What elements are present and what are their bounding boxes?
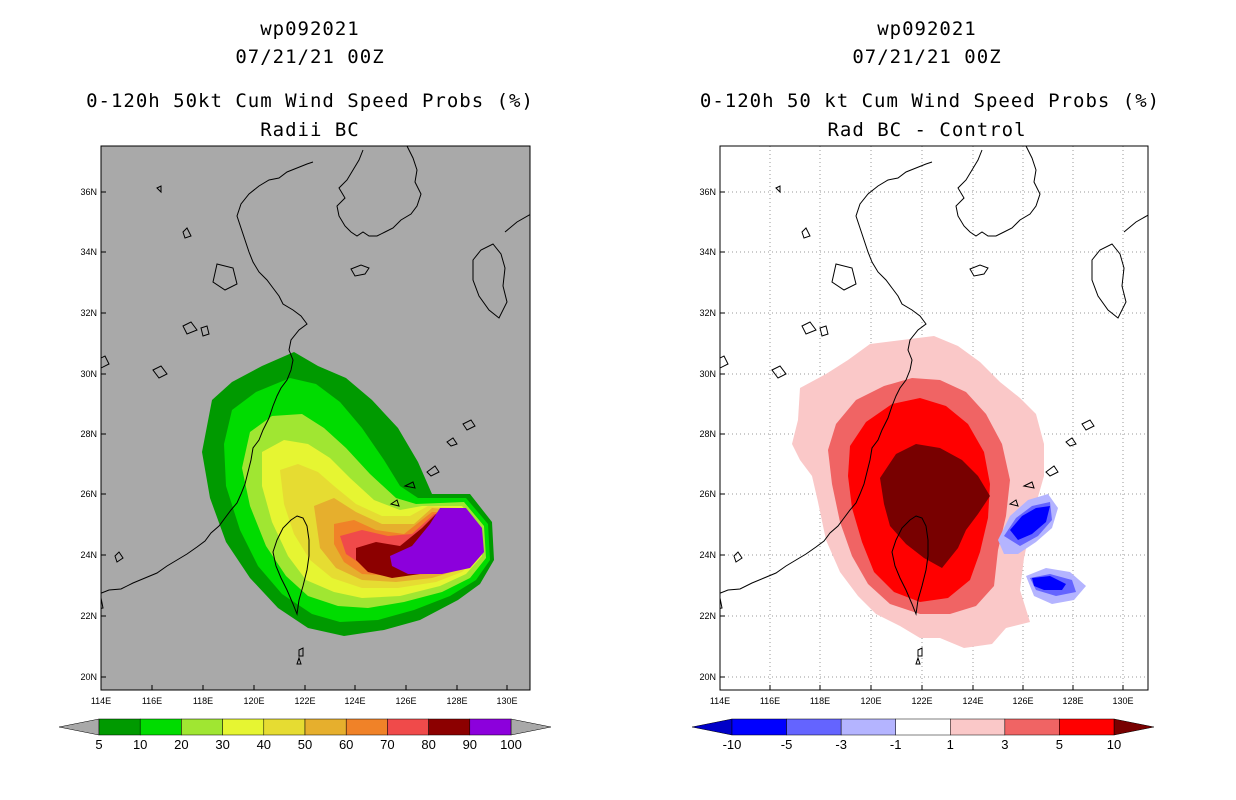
left-colorbar-label: 20 xyxy=(174,737,188,752)
right-lat-label: 28N xyxy=(699,429,716,439)
left-colorbar-swatch xyxy=(387,718,429,736)
right-lon-label: 128E xyxy=(1062,696,1083,706)
left-subtitle: Radii BC xyxy=(260,119,360,141)
left-lat-label: 34N xyxy=(80,247,97,257)
right-lat-label: 24N xyxy=(699,550,716,560)
right-colorbar-swatch xyxy=(1004,718,1060,736)
right-lon-label: 118E xyxy=(810,696,830,706)
left-lat-label: 30N xyxy=(80,369,97,379)
right-colorbar-min-arrow xyxy=(691,718,733,736)
left-colorbar-swatch xyxy=(181,718,223,736)
left-lon-label: 116E xyxy=(142,696,162,706)
left-lat-label: 26N xyxy=(80,489,97,499)
left-lat-label: 22N xyxy=(80,611,97,621)
right-lat-label: 30N xyxy=(699,369,716,379)
left-lat-label: 28N xyxy=(80,429,97,439)
left-lon-label: 126E xyxy=(395,696,416,706)
right-colorbar-swatch xyxy=(840,718,896,736)
left-colorbar-min-arrow xyxy=(58,718,100,736)
left-title: 0-120h 50kt Cum Wind Speed Probs (%) xyxy=(86,90,534,112)
left-lon-label: 120E xyxy=(243,696,264,706)
right-title: 0-120h 50 kt Cum Wind Speed Probs (%) xyxy=(699,90,1161,112)
right-lat-label: 34N xyxy=(699,247,716,257)
right-datetime: 07/21/21 00Z xyxy=(852,46,1002,68)
left-lat-label: 20N xyxy=(80,672,97,682)
left-colorbar-label: 40 xyxy=(257,737,271,752)
left-colorbar-swatch xyxy=(139,718,182,736)
left-lat-label: 24N xyxy=(80,550,97,560)
left-colorbar: 5 10 20 30 40 50 60 70 80 90 100 xyxy=(58,718,552,752)
right-colorbar-label: -3 xyxy=(835,737,847,752)
right-colorbar: -10 -5 -3 -1 1 3 5 10 xyxy=(691,718,1155,752)
left-lon-label: 122E xyxy=(294,696,315,706)
left-storm-id: wp092021 xyxy=(260,18,360,40)
right-colorbar-swatch xyxy=(950,718,1006,736)
right-lon-label: 130E xyxy=(1112,696,1133,706)
left-colorbar-swatch xyxy=(469,718,512,736)
right-colorbar-label: 1 xyxy=(947,737,954,752)
left-lon-label: 130E xyxy=(496,696,517,706)
right-colorbar-label: -5 xyxy=(781,737,793,752)
right-lat-labels: 36N 34N 32N 30N 28N 26N 24N 22N 20N xyxy=(699,187,725,682)
right-colorbar-swatch xyxy=(895,718,951,736)
left-colorbar-label: 70 xyxy=(380,737,394,752)
left-colorbar-label: 10 xyxy=(133,737,147,752)
left-lon-labels: 114E 116E 118E 120E 122E 124E 126E 128E 130E xyxy=(91,685,518,706)
left-colorbar-swatch xyxy=(263,718,306,736)
right-colorbar-label: 10 xyxy=(1107,737,1121,752)
left-colorbar-label: 80 xyxy=(421,737,435,752)
right-colorbar-label: -10 xyxy=(723,737,742,752)
right-colorbar-swatch xyxy=(731,718,787,736)
right-lon-label: 114E xyxy=(710,696,730,706)
right-lon-label: 126E xyxy=(1012,696,1033,706)
left-probability-field xyxy=(101,146,530,665)
left-lon-label: 118E xyxy=(193,696,213,706)
left-colorbar-max-arrow xyxy=(510,718,552,736)
right-lat-label: 22N xyxy=(699,611,716,621)
left-colorbar-label: 5 xyxy=(95,737,102,752)
right-lon-label: 120E xyxy=(860,696,881,706)
right-lat-label: 20N xyxy=(699,672,716,682)
right-map: 36N 34N 32N 30N 28N 26N 24N 22N 20N 114E 116E 118E… xyxy=(699,145,1149,706)
left-colorbar-swatch xyxy=(98,718,141,736)
left-colorbar-label: 60 xyxy=(339,737,353,752)
right-colorbar-swatch xyxy=(786,718,842,736)
left-lon-label: 124E xyxy=(344,696,365,706)
left-map-frame xyxy=(100,145,531,691)
left-colorbar-swatch xyxy=(222,718,265,736)
right-difference-field xyxy=(720,146,1148,690)
left-colorbar-swatch xyxy=(304,718,347,736)
left-colorbar-label: 50 xyxy=(298,737,312,752)
left-colorbar-swatch xyxy=(428,718,471,736)
right-lon-labels: 114E 116E 118E 120E 122E 124E 126E 128E 130E xyxy=(710,685,1134,706)
left-map: 36N 34N 32N 30N 28N 26N 24N 22N 20N 114E 116E 118E… xyxy=(80,145,531,706)
right-colorbar-swatch xyxy=(1059,718,1115,736)
left-lon-label: 114E xyxy=(91,696,111,706)
left-colorbar-label: 100 xyxy=(500,737,522,752)
right-storm-id: wp092021 xyxy=(877,18,977,40)
right-lon-label: 122E xyxy=(911,696,932,706)
left-colorbar-label: 90 xyxy=(463,737,477,752)
left-lat-labels: 36N 34N 32N 30N 28N 26N 24N 22N 20N xyxy=(80,187,106,682)
right-colorbar-label: 5 xyxy=(1056,737,1063,752)
right-lon-label: 116E xyxy=(760,696,780,706)
right-colorbar-max-arrow xyxy=(1113,718,1155,736)
right-colorbar-label: 3 xyxy=(1001,737,1008,752)
right-lon-label: 124E xyxy=(962,696,983,706)
right-lat-label: 36N xyxy=(699,187,716,197)
left-colorbar-label: 30 xyxy=(215,737,229,752)
left-lat-label: 32N xyxy=(80,308,97,318)
right-subtitle: Rad BC - Control xyxy=(827,119,1027,141)
left-lat-label: 36N xyxy=(80,187,97,197)
right-map-frame xyxy=(719,145,1149,691)
right-colorbar-label: -1 xyxy=(890,737,902,752)
right-lat-label: 32N xyxy=(699,308,716,318)
left-colorbar-swatch xyxy=(345,718,388,736)
right-lat-label: 26N xyxy=(699,489,716,499)
left-lon-label: 128E xyxy=(446,696,467,706)
left-datetime: 07/21/21 00Z xyxy=(235,46,385,68)
